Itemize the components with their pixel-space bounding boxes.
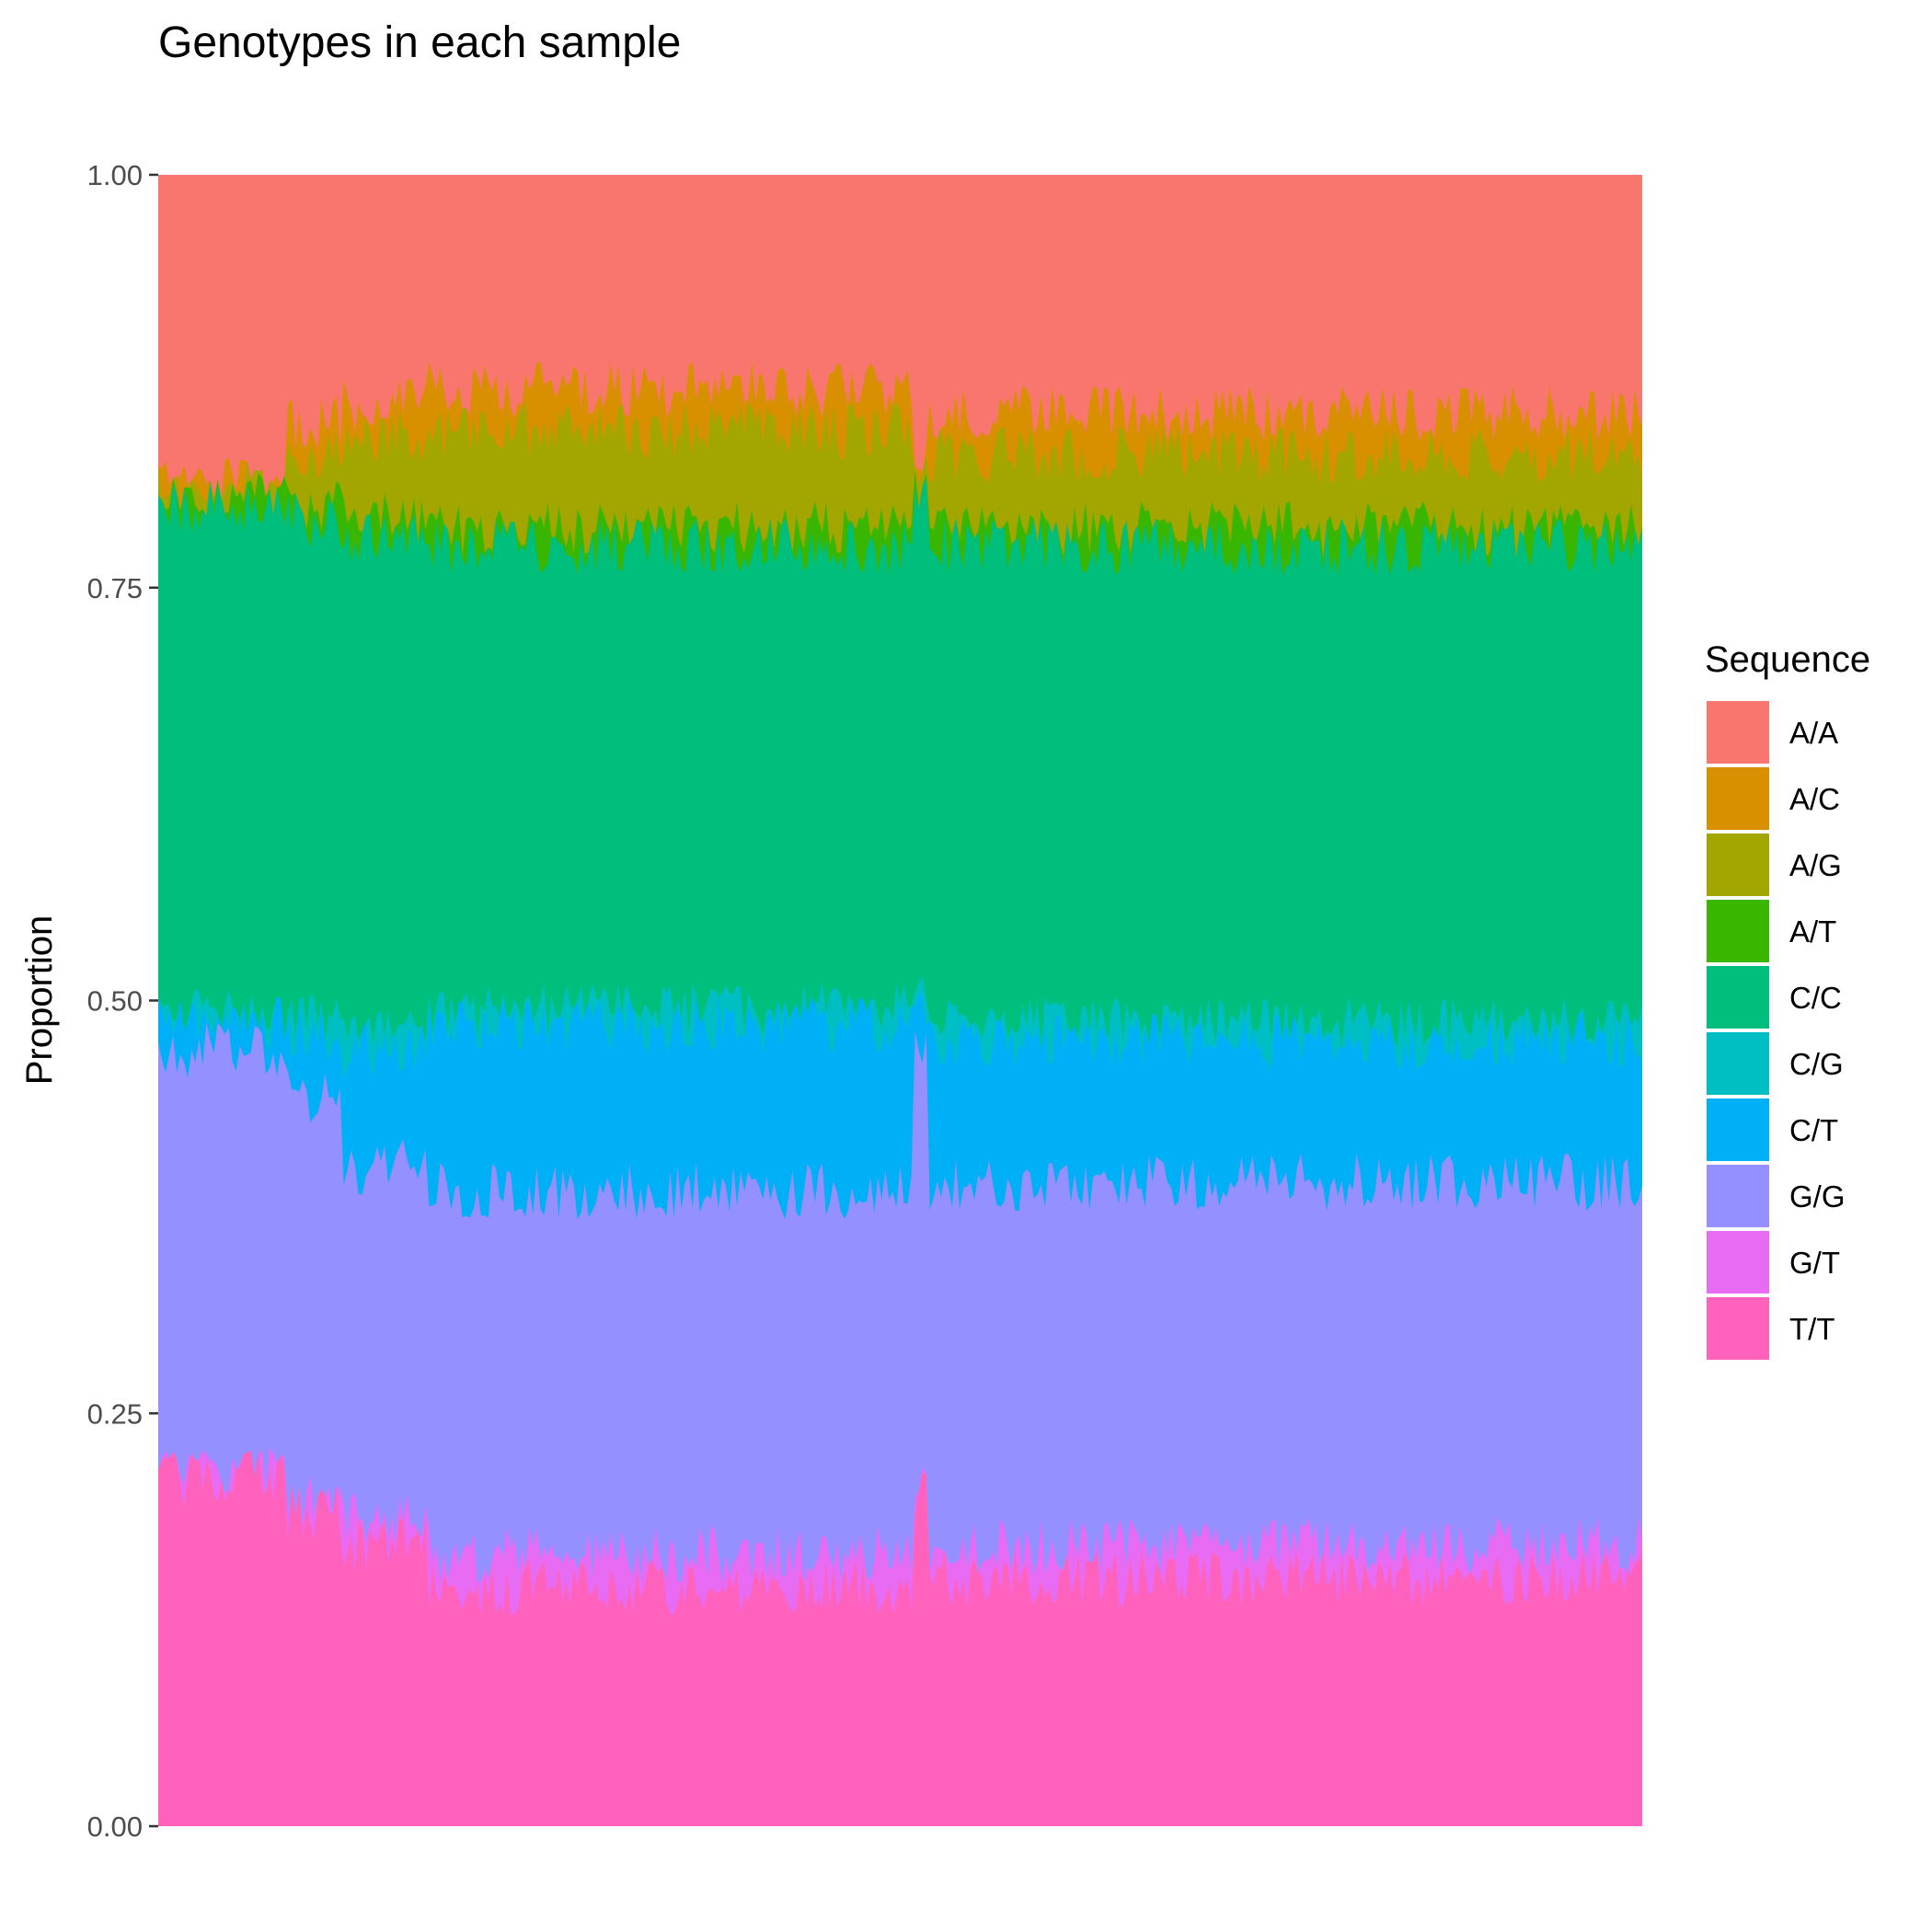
legend-key-a-t [1707,900,1769,962]
legend-title: Sequence [1705,639,1870,680]
y-tick-label: 0.75 [87,572,143,604]
legend-key-c-t [1707,1098,1769,1161]
y-tick-label: 0.25 [87,1397,143,1430]
y-tick-label: 1.00 [87,159,143,191]
area-t-t [158,1451,1642,1826]
legend-key-a-a [1707,701,1769,764]
y-tick-label: 0.00 [87,1811,143,1843]
plot-area [158,175,1642,1826]
legend-key-g-t [1707,1231,1769,1294]
y-tick-label: 0.50 [87,985,143,1018]
y-axis-title: Proportion [19,915,60,1086]
legend-label: C/C [1789,981,1842,1015]
legend-label: G/T [1789,1246,1840,1280]
legend-key-c-c [1707,966,1769,1029]
legend-label: A/A [1789,716,1838,750]
legend: Sequence A/A A/C A/G A/T C/C C/G C/T G/G G/T T/T [1705,639,1870,1360]
legend-key-a-c [1707,767,1769,830]
legend-label: C/G [1789,1047,1844,1081]
legend-label: A/T [1789,914,1836,949]
legend-label: T/T [1789,1312,1834,1346]
legend-key-t-t [1707,1297,1769,1360]
legend-label: C/T [1789,1113,1838,1147]
legend-key-g-g [1707,1165,1769,1227]
legend-items: A/A A/C A/G A/T C/C C/G C/T G/G G/T T/T [1707,701,1846,1360]
legend-label: G/G [1789,1179,1846,1213]
legend-label: A/G [1789,848,1842,882]
chart-title: Genotypes in each sample [158,18,681,67]
y-axis: 0.00 0.25 0.50 0.75 1.00 [87,159,158,1843]
legend-label: A/C [1789,782,1840,816]
legend-key-c-g [1707,1032,1769,1095]
legend-key-a-g [1707,834,1769,896]
